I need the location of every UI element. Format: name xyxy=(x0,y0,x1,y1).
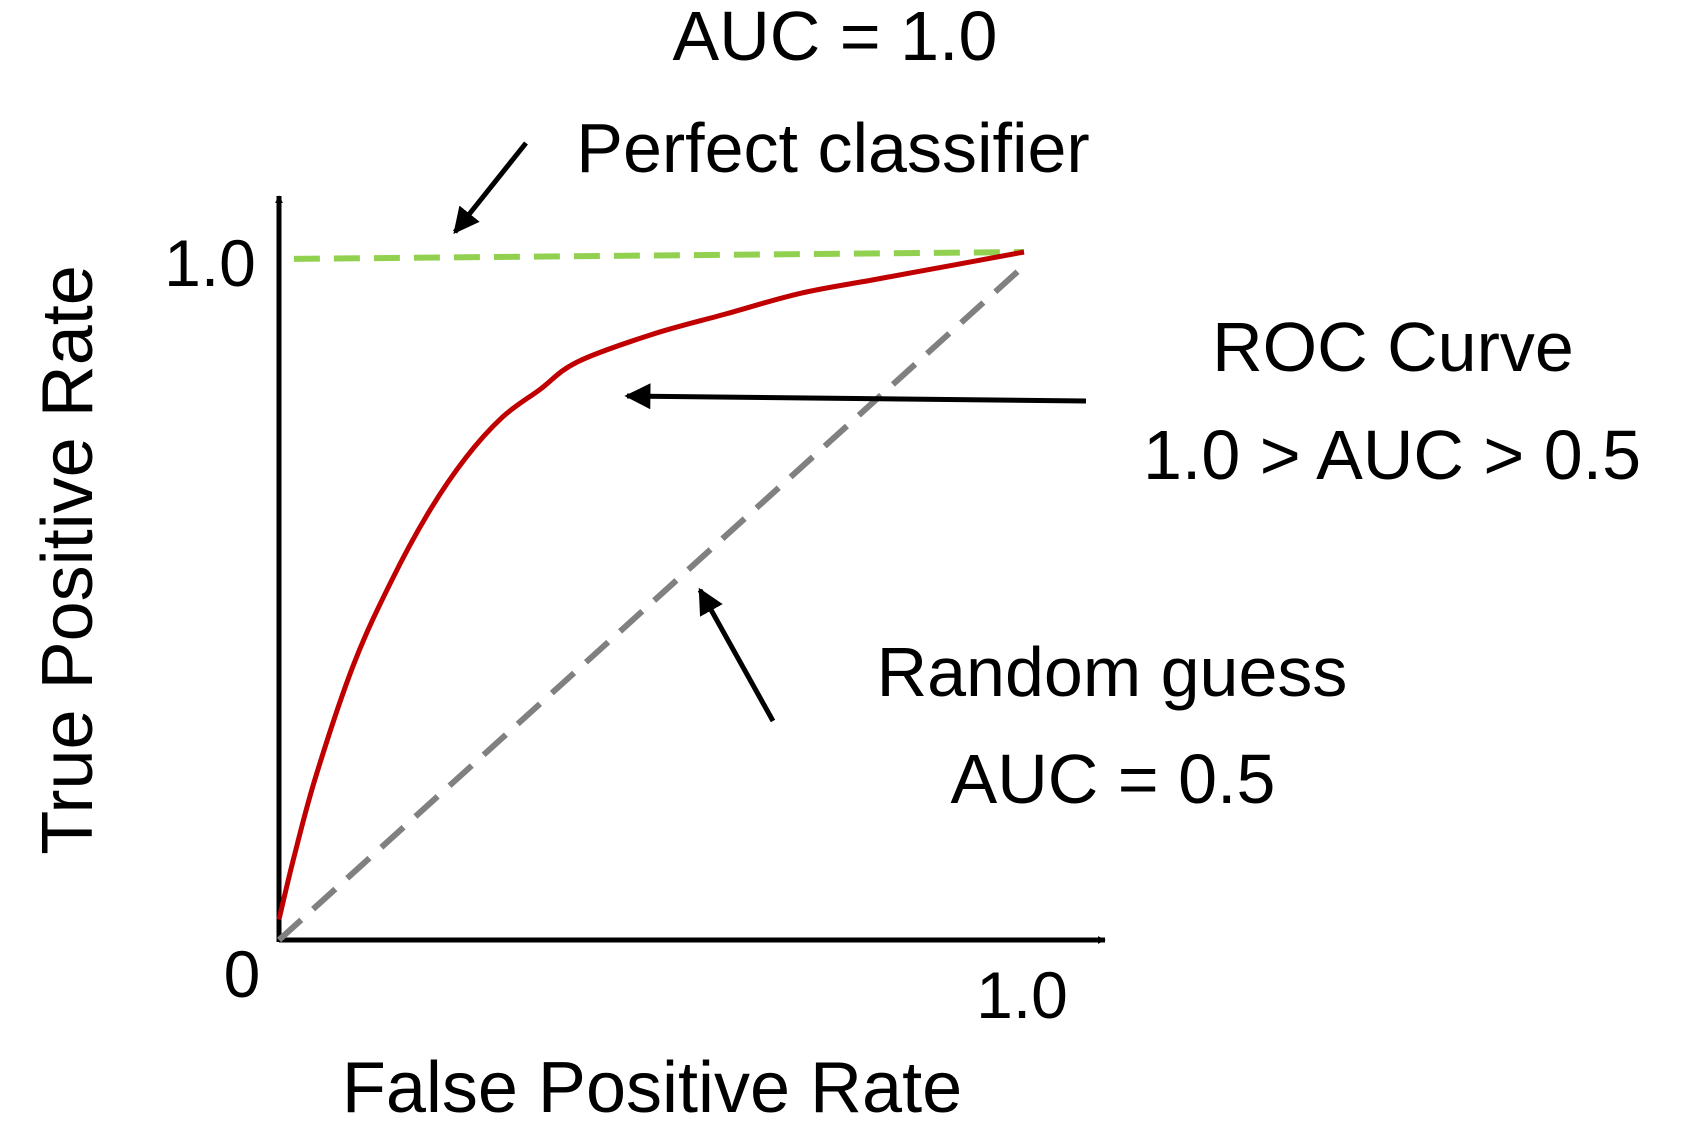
perfect-classifier-line xyxy=(293,249,1025,262)
y-axis-title: True Positive Rate xyxy=(28,265,108,855)
roc-curve-label: ROC Curve xyxy=(1212,308,1574,386)
x-axis-title: False Positive Rate xyxy=(342,1048,962,1124)
perfect-classifier-label: Perfect classifier xyxy=(576,109,1089,187)
origin-label: 0 xyxy=(224,937,261,1011)
roc-curve-line xyxy=(276,249,1025,920)
roc-auc-label: 1.0 > AUC > 0.5 xyxy=(1143,416,1641,494)
random-guess-arrow xyxy=(697,587,776,723)
random-auc-label: AUC = 0.5 xyxy=(951,740,1276,818)
y-tick-label: 1.0 xyxy=(164,226,256,300)
x-tick-label: 1.0 xyxy=(976,958,1068,1032)
perfect-classifier-arrow xyxy=(453,141,528,235)
random-guess-line xyxy=(276,263,1027,943)
random-guess-label: Random guess xyxy=(877,633,1348,711)
perfect-auc-label: AUC = 1.0 xyxy=(673,0,998,75)
roc-curve-arrow xyxy=(624,383,1087,410)
